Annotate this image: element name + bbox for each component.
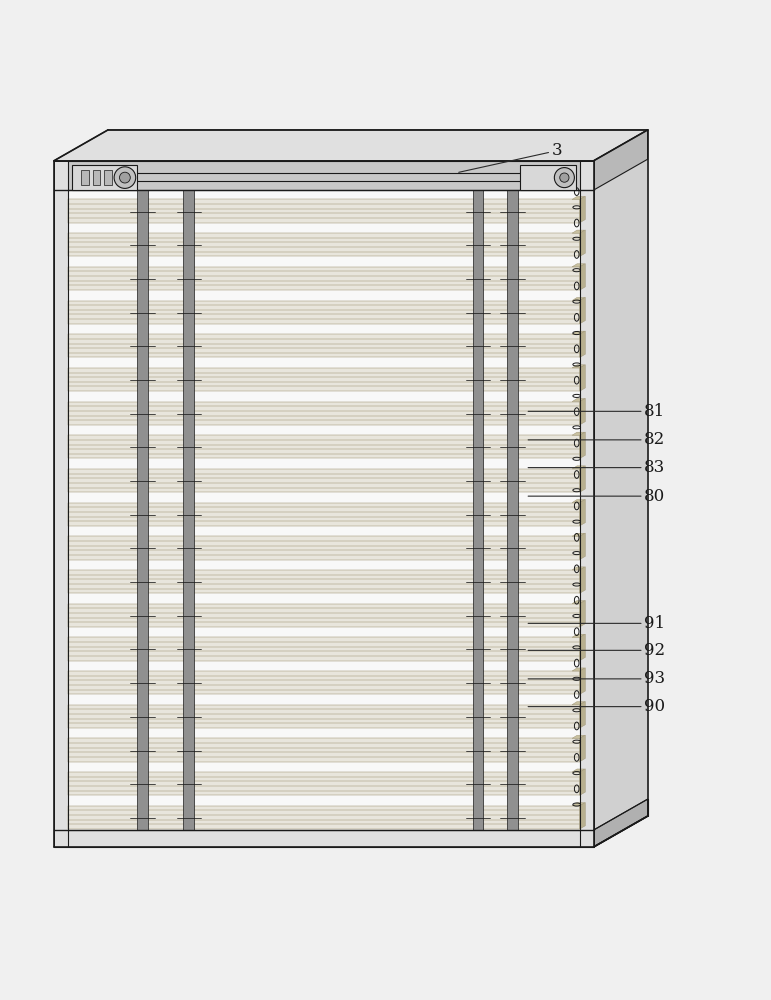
Polygon shape xyxy=(594,130,648,847)
Polygon shape xyxy=(54,830,594,847)
Text: 83: 83 xyxy=(528,459,665,476)
Polygon shape xyxy=(580,533,585,560)
Polygon shape xyxy=(93,170,100,185)
Polygon shape xyxy=(572,769,584,772)
Polygon shape xyxy=(54,130,648,161)
Polygon shape xyxy=(580,230,585,256)
Polygon shape xyxy=(572,264,584,267)
Polygon shape xyxy=(572,567,584,570)
Polygon shape xyxy=(137,190,148,830)
Polygon shape xyxy=(580,196,585,223)
Polygon shape xyxy=(580,499,585,526)
Polygon shape xyxy=(68,402,580,425)
Polygon shape xyxy=(68,738,580,762)
Polygon shape xyxy=(54,161,594,190)
Polygon shape xyxy=(580,600,585,627)
Polygon shape xyxy=(580,634,585,661)
Polygon shape xyxy=(183,190,194,830)
Polygon shape xyxy=(68,705,580,728)
Polygon shape xyxy=(68,536,580,560)
Polygon shape xyxy=(572,735,584,738)
Polygon shape xyxy=(54,161,594,847)
Polygon shape xyxy=(572,466,584,469)
Text: 93: 93 xyxy=(528,670,665,687)
Polygon shape xyxy=(580,567,585,593)
Polygon shape xyxy=(68,806,580,829)
Circle shape xyxy=(560,173,569,182)
Circle shape xyxy=(114,167,136,188)
Polygon shape xyxy=(572,500,584,503)
Polygon shape xyxy=(580,769,585,795)
Polygon shape xyxy=(572,803,584,806)
Polygon shape xyxy=(520,165,576,190)
Text: 90: 90 xyxy=(528,698,665,715)
Polygon shape xyxy=(72,165,137,190)
Polygon shape xyxy=(572,601,584,604)
Polygon shape xyxy=(572,196,584,199)
Polygon shape xyxy=(68,637,580,661)
Polygon shape xyxy=(68,233,580,256)
Polygon shape xyxy=(68,671,580,694)
Polygon shape xyxy=(68,334,580,357)
Text: 3: 3 xyxy=(459,142,562,172)
Text: 91: 91 xyxy=(528,615,665,632)
Polygon shape xyxy=(572,533,584,536)
Polygon shape xyxy=(68,301,580,324)
Polygon shape xyxy=(572,634,584,637)
Polygon shape xyxy=(572,230,584,233)
Polygon shape xyxy=(68,469,580,492)
Polygon shape xyxy=(580,398,585,425)
Polygon shape xyxy=(473,190,483,830)
Polygon shape xyxy=(580,264,585,290)
Text: 80: 80 xyxy=(528,488,665,505)
Polygon shape xyxy=(54,130,648,161)
Polygon shape xyxy=(572,398,584,402)
Polygon shape xyxy=(68,435,580,458)
Polygon shape xyxy=(580,161,594,847)
Polygon shape xyxy=(68,199,580,223)
Polygon shape xyxy=(594,799,648,847)
Polygon shape xyxy=(572,702,584,705)
Polygon shape xyxy=(68,570,580,593)
Text: 81: 81 xyxy=(528,403,665,420)
Text: 82: 82 xyxy=(528,431,665,448)
Circle shape xyxy=(554,168,574,188)
Circle shape xyxy=(120,172,130,183)
Polygon shape xyxy=(68,267,580,290)
Polygon shape xyxy=(580,735,585,762)
Polygon shape xyxy=(68,604,580,627)
Polygon shape xyxy=(68,503,580,526)
Polygon shape xyxy=(580,466,585,492)
Polygon shape xyxy=(580,802,585,829)
Polygon shape xyxy=(572,331,584,334)
Polygon shape xyxy=(572,432,584,435)
Text: 92: 92 xyxy=(528,642,665,659)
Polygon shape xyxy=(580,297,585,324)
Polygon shape xyxy=(580,331,585,357)
Polygon shape xyxy=(580,701,585,728)
Polygon shape xyxy=(572,297,584,301)
Polygon shape xyxy=(580,668,585,694)
Polygon shape xyxy=(54,161,68,847)
Polygon shape xyxy=(507,190,518,830)
Polygon shape xyxy=(572,668,584,671)
Polygon shape xyxy=(572,365,584,368)
Polygon shape xyxy=(580,365,585,391)
Polygon shape xyxy=(580,432,585,458)
Polygon shape xyxy=(594,130,648,190)
Polygon shape xyxy=(68,368,580,391)
Polygon shape xyxy=(81,170,89,185)
Polygon shape xyxy=(68,772,580,795)
Polygon shape xyxy=(104,170,112,185)
